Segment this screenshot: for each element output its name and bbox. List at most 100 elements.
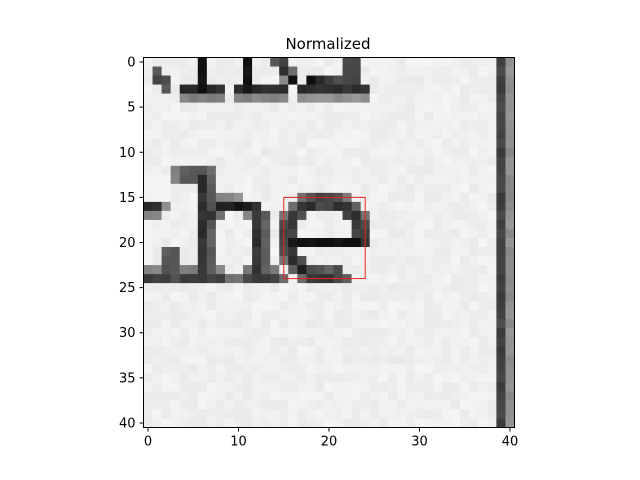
- heatmap-cell: [261, 364, 271, 374]
- heatmap-cell: [378, 328, 389, 338]
- heatmap-cell: [188, 283, 199, 293]
- heatmap-cell: [496, 319, 506, 329]
- heatmap-cell: [143, 409, 153, 419]
- heatmap-cell: [206, 219, 217, 230]
- heatmap-cell: [442, 373, 452, 383]
- heatmap-cell: [152, 256, 162, 266]
- heatmap-cell: [306, 138, 316, 149]
- heatmap-cell: [387, 310, 398, 320]
- heatmap-cell: [442, 337, 452, 347]
- heatmap-cell: [360, 355, 371, 365]
- heatmap-cell: [424, 84, 434, 94]
- heatmap-cell: [252, 328, 262, 338]
- heatmap-cell: [469, 93, 479, 104]
- heatmap-cell: [315, 292, 325, 302]
- heatmap-cell: [351, 129, 362, 140]
- heatmap-cell: [179, 57, 190, 67]
- heatmap-cell: [270, 301, 280, 311]
- heatmap-cell: [279, 301, 289, 311]
- heatmap-cell: [152, 129, 162, 140]
- heatmap-cell: [460, 156, 470, 167]
- heatmap-cell: [270, 201, 280, 212]
- heatmap-cell: [451, 147, 461, 158]
- heatmap-cell: [414, 247, 425, 257]
- heatmap-cell: [451, 66, 461, 76]
- heatmap-cell: [505, 102, 515, 113]
- heatmap-cell: [342, 138, 353, 149]
- heatmap-cell: [224, 409, 235, 419]
- heatmap-cell: [487, 102, 497, 113]
- heatmap-cell: [478, 328, 488, 338]
- heatmap-cell: [369, 57, 380, 67]
- heatmap-cell: [233, 102, 244, 113]
- heatmap-cell: [333, 93, 343, 104]
- heatmap-cell: [387, 256, 398, 266]
- heatmap-cell: [243, 274, 253, 284]
- heatmap-cell: [414, 292, 425, 302]
- heatmap-cell: [306, 156, 316, 167]
- heatmap-cell: [351, 219, 362, 230]
- heatmap-cell: [396, 156, 407, 167]
- heatmap-cell: [324, 111, 334, 122]
- heatmap-cell: [378, 346, 389, 356]
- heatmap-cell: [405, 111, 416, 122]
- heatmap-cell: [243, 292, 253, 302]
- heatmap-cell: [243, 319, 253, 329]
- heatmap-cell: [215, 129, 226, 140]
- heatmap-cell: [243, 57, 253, 67]
- heatmap-cell: [378, 237, 389, 248]
- heatmap-cell: [451, 228, 461, 239]
- heatmap-cell: [342, 93, 353, 104]
- heatmap-cell: [297, 319, 307, 329]
- heatmap-cell: [324, 283, 334, 293]
- heatmap-cell: [143, 391, 153, 401]
- heatmap-cell: [469, 237, 479, 248]
- heatmap-cell: [170, 256, 181, 266]
- heatmap-cell: [279, 409, 289, 419]
- heatmap-cell: [460, 382, 470, 392]
- heatmap-cell: [369, 183, 380, 194]
- heatmap-cell: [306, 237, 316, 248]
- heatmap-cell: [206, 364, 217, 374]
- heatmap-cell: [252, 310, 262, 320]
- heatmap-cell: [378, 129, 389, 140]
- heatmap-cell: [333, 201, 343, 212]
- heatmap-cell: [351, 355, 362, 365]
- heatmap-cell: [170, 337, 181, 347]
- heatmap-cell: [442, 237, 452, 248]
- heatmap-cell: [297, 111, 307, 122]
- heatmap-cell: [478, 319, 488, 329]
- heatmap-cell: [469, 391, 479, 401]
- heatmap-cell: [206, 400, 217, 410]
- heatmap-cell: [215, 111, 226, 122]
- heatmap-cell: [288, 328, 298, 338]
- heatmap-cell: [252, 165, 262, 176]
- heatmap-cell: [288, 256, 298, 266]
- heatmap-cell: [324, 102, 334, 113]
- heatmap-cell: [414, 400, 425, 410]
- heatmap-cell: [143, 156, 153, 167]
- heatmap-cell: [243, 256, 253, 266]
- heatmap-cell: [433, 265, 443, 275]
- heatmap-cell: [215, 138, 226, 149]
- heatmap-cell: [188, 156, 199, 167]
- heatmap-cell: [270, 292, 280, 302]
- heatmap-cell: [387, 102, 398, 113]
- heatmap-cell: [396, 138, 407, 149]
- heatmap-cell: [306, 265, 316, 275]
- heatmap-cell: [369, 319, 380, 329]
- heatmap-cell: [288, 102, 298, 113]
- heatmap-cell: [505, 400, 515, 410]
- heatmap-cell: [261, 319, 271, 329]
- heatmap-cell: [478, 310, 488, 320]
- heatmap-cell: [405, 346, 416, 356]
- heatmap-cell: [496, 355, 506, 365]
- heatmap-cell: [451, 301, 461, 311]
- heatmap-cell: [306, 102, 316, 113]
- heatmap-cell: [315, 120, 325, 131]
- heatmap-cell: [170, 84, 181, 94]
- heatmap-cell: [496, 337, 506, 347]
- heatmap-cell: [170, 192, 181, 203]
- heatmap-cell: [451, 319, 461, 329]
- heatmap-cell: [387, 66, 398, 76]
